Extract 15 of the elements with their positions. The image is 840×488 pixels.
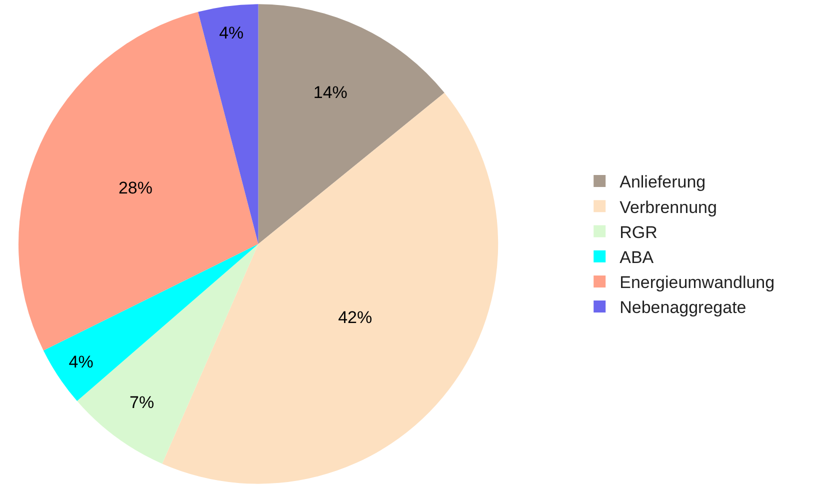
legend-label: Verbrennung [620, 198, 717, 217]
legend-label: RGR [620, 222, 658, 242]
data-label: 4% [219, 23, 244, 42]
data-label: 4% [68, 352, 94, 372]
pie-slice [18, 12, 258, 350]
data-label: 42% [338, 308, 372, 328]
legend-label: Energieumwandlung [620, 273, 775, 292]
data-label: 7% [129, 392, 154, 412]
legend-label: ABA [620, 248, 654, 267]
data-label: 14% [313, 83, 348, 102]
legend-label: Nebenaggregate [620, 298, 746, 318]
pie-slice [198, 4, 258, 244]
pie-slice [258, 4, 444, 244]
legend-label: Anlieferung [620, 172, 706, 192]
data-label: 28% [118, 178, 152, 198]
